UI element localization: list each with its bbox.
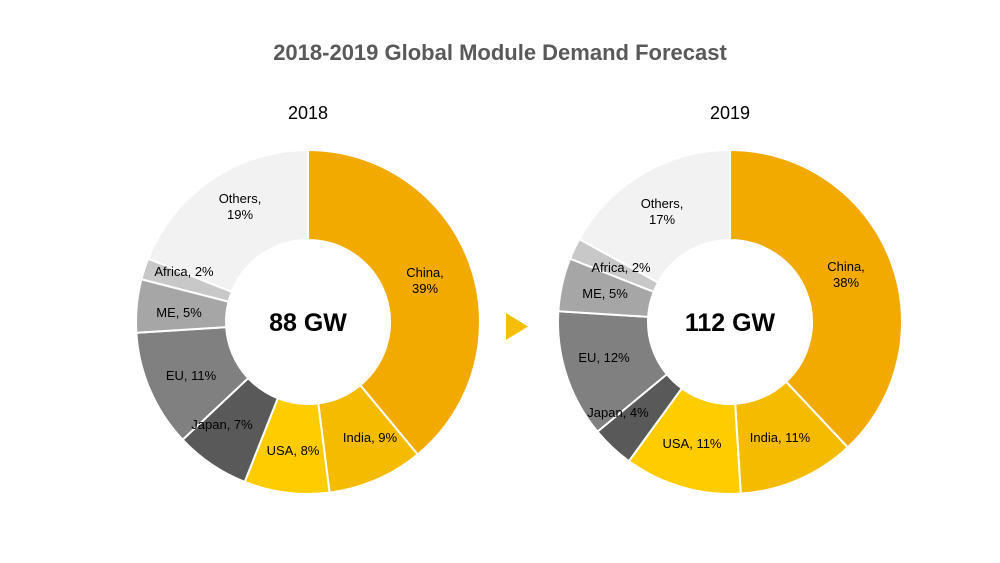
chart-subtitle-year: 2018 bbox=[288, 103, 328, 123]
right-triangle-arrow-icon bbox=[506, 313, 528, 340]
center-total-label: 88 GW bbox=[269, 309, 347, 337]
center-total-label: 112 GW bbox=[685, 309, 776, 337]
slice-label-usa: USA, 8% bbox=[267, 443, 320, 458]
slice-others bbox=[577, 148, 731, 284]
slice-label-japan: Japan, 4% bbox=[587, 405, 649, 420]
slice-china bbox=[307, 148, 481, 456]
slice-label-china: China, 39% bbox=[406, 265, 444, 296]
chart-title: 2018-2019 Global Module Demand Forecast bbox=[273, 40, 727, 65]
slice-label-africa: Africa, 2% bbox=[154, 264, 214, 279]
donut-chart-2018: China, 39% India, 9% USA, 8% Japan, 7% EU, 11… bbox=[135, 103, 481, 495]
slice-label-eu: EU, 11% bbox=[166, 368, 217, 383]
slice-label-me: ME, 5% bbox=[156, 305, 202, 320]
slice-label-me: ME, 5% bbox=[582, 286, 628, 301]
slice-others bbox=[146, 148, 309, 294]
slice-label-india: India, 9% bbox=[343, 430, 398, 445]
slice-china bbox=[729, 148, 903, 449]
slice-label-eu: EU, 12% bbox=[578, 350, 630, 365]
chart-subtitle-year: 2019 bbox=[710, 103, 750, 123]
donut-chart-2019: China, 38% India, 11% USA, 11% Japan, 4% EU, … bbox=[557, 103, 903, 495]
slice-label-usa: USA, 11% bbox=[662, 436, 721, 451]
slice-label-others: Others, 19% bbox=[219, 191, 262, 222]
slice-label-others: Others, 17% bbox=[641, 196, 684, 227]
slice-label-africa: Africa, 2% bbox=[591, 260, 651, 275]
slice-label-china: China, 38% bbox=[827, 259, 865, 290]
slice-label-japan: Japan, 7% bbox=[191, 417, 253, 432]
slice-label-india: India, 11% bbox=[750, 430, 811, 445]
